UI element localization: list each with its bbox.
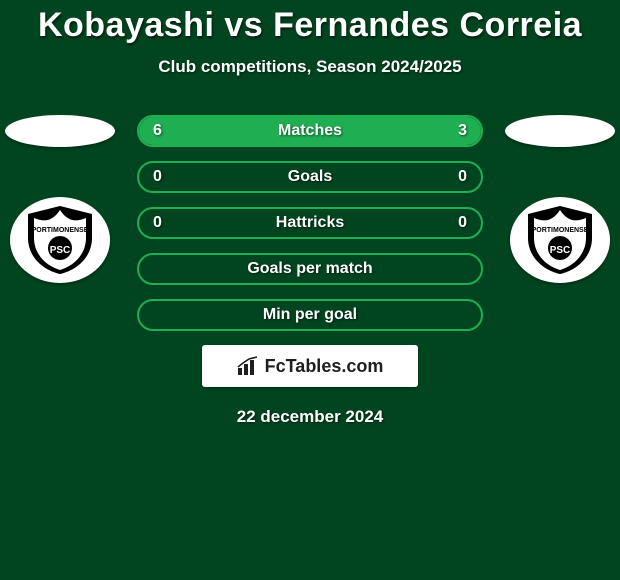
stat-bars: 6 3 Matches 0 0 Goals 0 0 Hattricks Goals per mat… <box>137 113 483 331</box>
brand-badge: FcTables.com <box>202 345 418 387</box>
stat-label: Matches <box>278 122 342 140</box>
club-crest-icon: PORTIMONENSE PSC <box>24 204 96 276</box>
player-left-avatar <box>5 115 115 147</box>
stat-bar: Goals per match <box>137 253 483 285</box>
stat-label: Hattricks <box>276 214 344 232</box>
stat-label: Min per goal <box>139 306 481 324</box>
player-left-club-badge: PORTIMONENSE PSC <box>10 197 110 283</box>
player-left-stack: PORTIMONENSE PSC <box>0 113 120 283</box>
stat-bar: 6 3 Matches <box>137 115 483 147</box>
stat-value-right: 0 <box>458 168 467 186</box>
page-subtitle: Club competitions, Season 2024/2025 <box>0 57 620 77</box>
stat-value-right: 3 <box>458 122 467 140</box>
player-right-club-badge: PORTIMONENSE PSC <box>510 197 610 283</box>
bar-chart-icon <box>237 356 259 376</box>
stat-value-left: 6 <box>153 122 162 140</box>
club-crest-icon: PORTIMONENSE PSC <box>524 204 596 276</box>
svg-text:PSC: PSC <box>550 245 571 256</box>
player-right-avatar <box>505 115 615 147</box>
stat-bar: 0 0 Hattricks <box>137 207 483 239</box>
stat-value-right: 0 <box>458 214 467 232</box>
generation-date: 22 december 2024 <box>0 407 620 427</box>
page-title: Kobayashi vs Fernandes Correia <box>0 0 620 45</box>
svg-text:PORTIMONENSE: PORTIMONENSE <box>32 227 89 234</box>
stat-label: Goals <box>288 168 332 186</box>
comparison-area: PORTIMONENSE PSC PORTIMONENSE PSC 6 3 Matc… <box>0 113 620 331</box>
brand-label: FcTables.com <box>265 356 384 377</box>
stat-value-left: 0 <box>153 168 162 186</box>
stat-bar: Min per goal <box>137 299 483 331</box>
stat-bar: 0 0 Goals <box>137 161 483 193</box>
svg-text:PSC: PSC <box>50 245 71 256</box>
player-right-stack: PORTIMONENSE PSC <box>500 113 620 283</box>
svg-text:PORTIMONENSE: PORTIMONENSE <box>532 227 589 234</box>
stat-value-left: 0 <box>153 214 162 232</box>
stat-label: Goals per match <box>139 260 481 278</box>
